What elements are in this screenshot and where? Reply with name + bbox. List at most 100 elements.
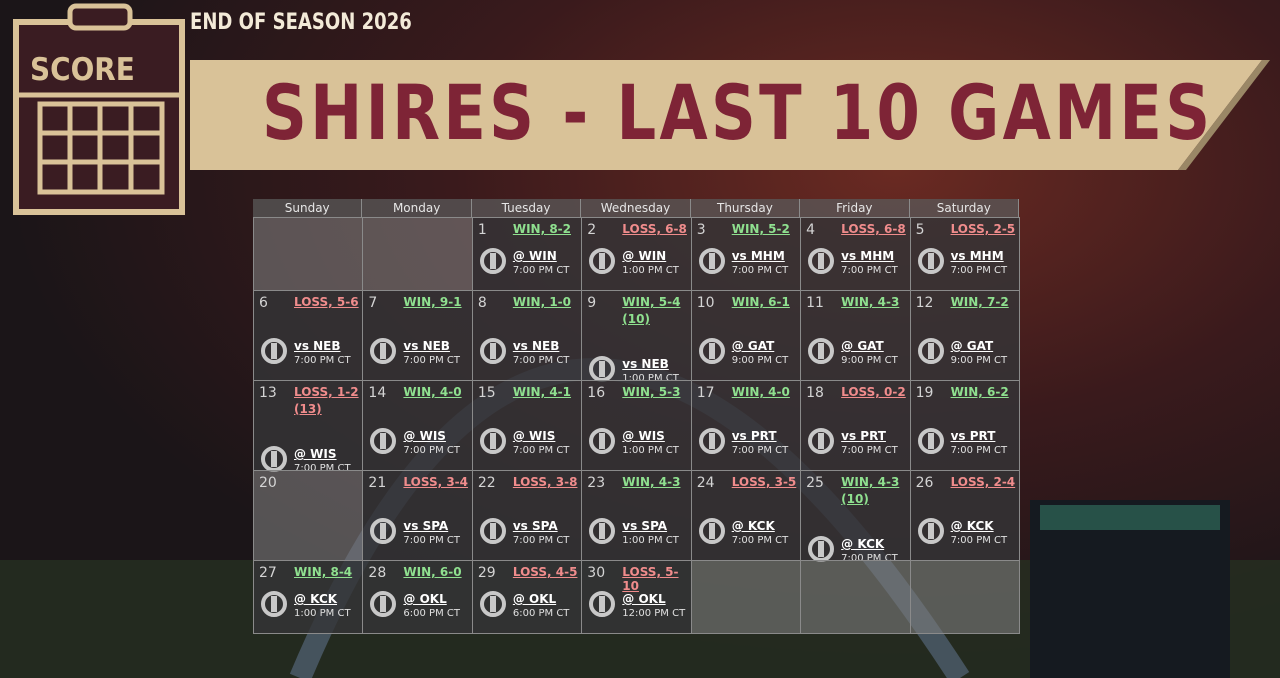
matchup: @ KCK — [731, 519, 775, 533]
team-logo — [589, 248, 616, 274]
weekday-header: Sunday — [253, 199, 363, 217]
team-logo — [808, 248, 835, 274]
game-result: WIN, 4-1 — [512, 385, 572, 399]
team-logo — [808, 428, 835, 454]
empty-cell — [800, 560, 911, 634]
team-logo — [479, 591, 506, 617]
game-time: 7:00 PM CT — [731, 265, 789, 276]
day-number: 3 — [696, 222, 706, 238]
day-number: 8 — [477, 295, 487, 311]
game-time: 7:00 PM CT — [841, 553, 898, 564]
day-number: 11 — [806, 295, 824, 311]
matchup: vs SPA — [512, 519, 558, 533]
extra-innings: (10) — [841, 492, 869, 506]
matchup: vs PRT — [950, 429, 996, 443]
game-result: LOSS, 5-10 — [622, 565, 679, 593]
team-logo — [589, 518, 616, 544]
game-result: WIN, 6-0 — [403, 565, 462, 579]
team-logo — [589, 428, 616, 454]
game-time: 6:00 PM CT — [403, 608, 460, 619]
game-result: LOSS, 3-8 — [512, 475, 578, 489]
game-result: WIN, 4-3 — [841, 295, 900, 309]
day-number: 21 — [368, 475, 387, 491]
day-number: 12 — [915, 295, 934, 311]
day-cell: 2 LOSS, 6-8 @ WIN 1:00 PM CT — [581, 217, 692, 291]
day-cell: 22 LOSS, 3-8 vs SPA 7:00 PM CT — [471, 470, 583, 561]
day-number: 13 — [259, 385, 277, 401]
game-time: 7:00 PM CT — [403, 355, 460, 366]
game-time: 7:00 PM CT — [512, 535, 570, 546]
day-number: 19 — [915, 385, 934, 401]
game-result: WIN, 4-0 — [731, 385, 790, 399]
team-logo — [479, 338, 506, 364]
game-time: 1:00 PM CT — [622, 445, 679, 456]
game-time: 7:00 PM CT — [294, 463, 351, 474]
day-number: 24 — [696, 475, 715, 491]
team-logo — [808, 338, 835, 364]
matchup: vs SPA — [403, 519, 449, 533]
game-time: 7:00 PM CT — [950, 535, 1008, 546]
game-time: 7:00 PM CT — [403, 445, 460, 456]
game-result: LOSS, 6-8 — [622, 222, 687, 236]
day-number: 2 — [587, 222, 597, 238]
day-cell: 19 WIN, 6-2 vs PRT 7:00 PM CT — [909, 380, 1020, 471]
day-number: 6 — [259, 295, 268, 311]
team-logo — [370, 518, 397, 544]
extra-innings: (10) — [622, 312, 650, 326]
team-logo — [917, 248, 944, 274]
day-number: 25 — [806, 475, 824, 491]
title: SHIRES - LAST 10 GAMES — [262, 68, 1214, 157]
game-time: 7:00 PM CT — [294, 355, 351, 366]
weekday-header: Wednesday — [581, 199, 691, 217]
day-cell: 15 WIN, 4-1 @ WIS 7:00 PM CT — [471, 380, 583, 471]
day-number: 27 — [259, 565, 277, 581]
game-time: 7:00 PM CT — [512, 265, 570, 276]
game-time: 7:00 PM CT — [841, 265, 898, 276]
matchup: @ WIN — [622, 249, 667, 263]
day-number: 15 — [477, 385, 496, 401]
team-logo — [261, 446, 287, 472]
game-result: WIN, 8-4 — [294, 565, 353, 579]
day-cell: 23 WIN, 4-3 vs SPA 1:00 PM CT — [581, 470, 692, 561]
game-result: LOSS, 2-4 — [950, 475, 1016, 489]
day-number: 18 — [806, 385, 824, 401]
team-logo — [370, 338, 397, 364]
day-number: 14 — [368, 385, 387, 401]
weekday-header: Thursday — [690, 199, 801, 217]
game-time: 1:00 PM CT — [622, 535, 679, 546]
matchup: @ KCK — [841, 537, 885, 551]
game-result: WIN, 8-2 — [512, 222, 572, 236]
day-number: 17 — [696, 385, 715, 401]
matchup: @ WIS — [622, 429, 665, 443]
team-logo — [261, 338, 287, 364]
game-time: 7:00 PM CT — [950, 265, 1008, 276]
icon-label: SCORE — [30, 52, 135, 88]
matchup: @ KCK — [950, 519, 994, 533]
game-result: LOSS, 3-4 — [403, 475, 469, 489]
game-result: WIN, 9-1 — [403, 295, 462, 309]
game-result: WIN, 7-2 — [950, 295, 1009, 309]
day-cell: 24 LOSS, 3-5 @ KCK 7:00 PM CT — [690, 470, 802, 561]
weekday-header: Saturday — [909, 199, 1019, 217]
extra-innings: (13) — [294, 402, 322, 416]
day-cell: 14 WIN, 4-0 @ WIS 7:00 PM CT — [362, 380, 473, 471]
day-cell: 9 WIN, 5-4 (10) vs NEB 1:00 PM CT — [581, 290, 692, 384]
matchup: @ WIS — [512, 429, 556, 443]
game-result: WIN, 1-0 — [512, 295, 572, 309]
matchup: @ GAT — [731, 339, 775, 353]
team-logo — [917, 428, 944, 454]
day-cell: 4 LOSS, 6-8 vs MHM 7:00 PM CT — [800, 217, 911, 291]
team-logo — [261, 591, 287, 617]
day-number: 20 — [259, 475, 277, 491]
game-result: WIN, 4-0 — [403, 385, 462, 399]
day-number: 7 — [368, 295, 378, 311]
game-result: WIN, 5-4 — [622, 295, 681, 309]
team-logo — [479, 248, 506, 274]
team-logo — [917, 518, 944, 544]
game-result: LOSS, 4-5 — [512, 565, 578, 579]
day-cell: 30 LOSS, 5-10 @ OKL 12:00 PM CT — [581, 560, 692, 634]
team-logo — [479, 518, 506, 544]
game-result: LOSS, 3-5 — [731, 475, 797, 489]
day-number: 30 — [587, 565, 606, 581]
